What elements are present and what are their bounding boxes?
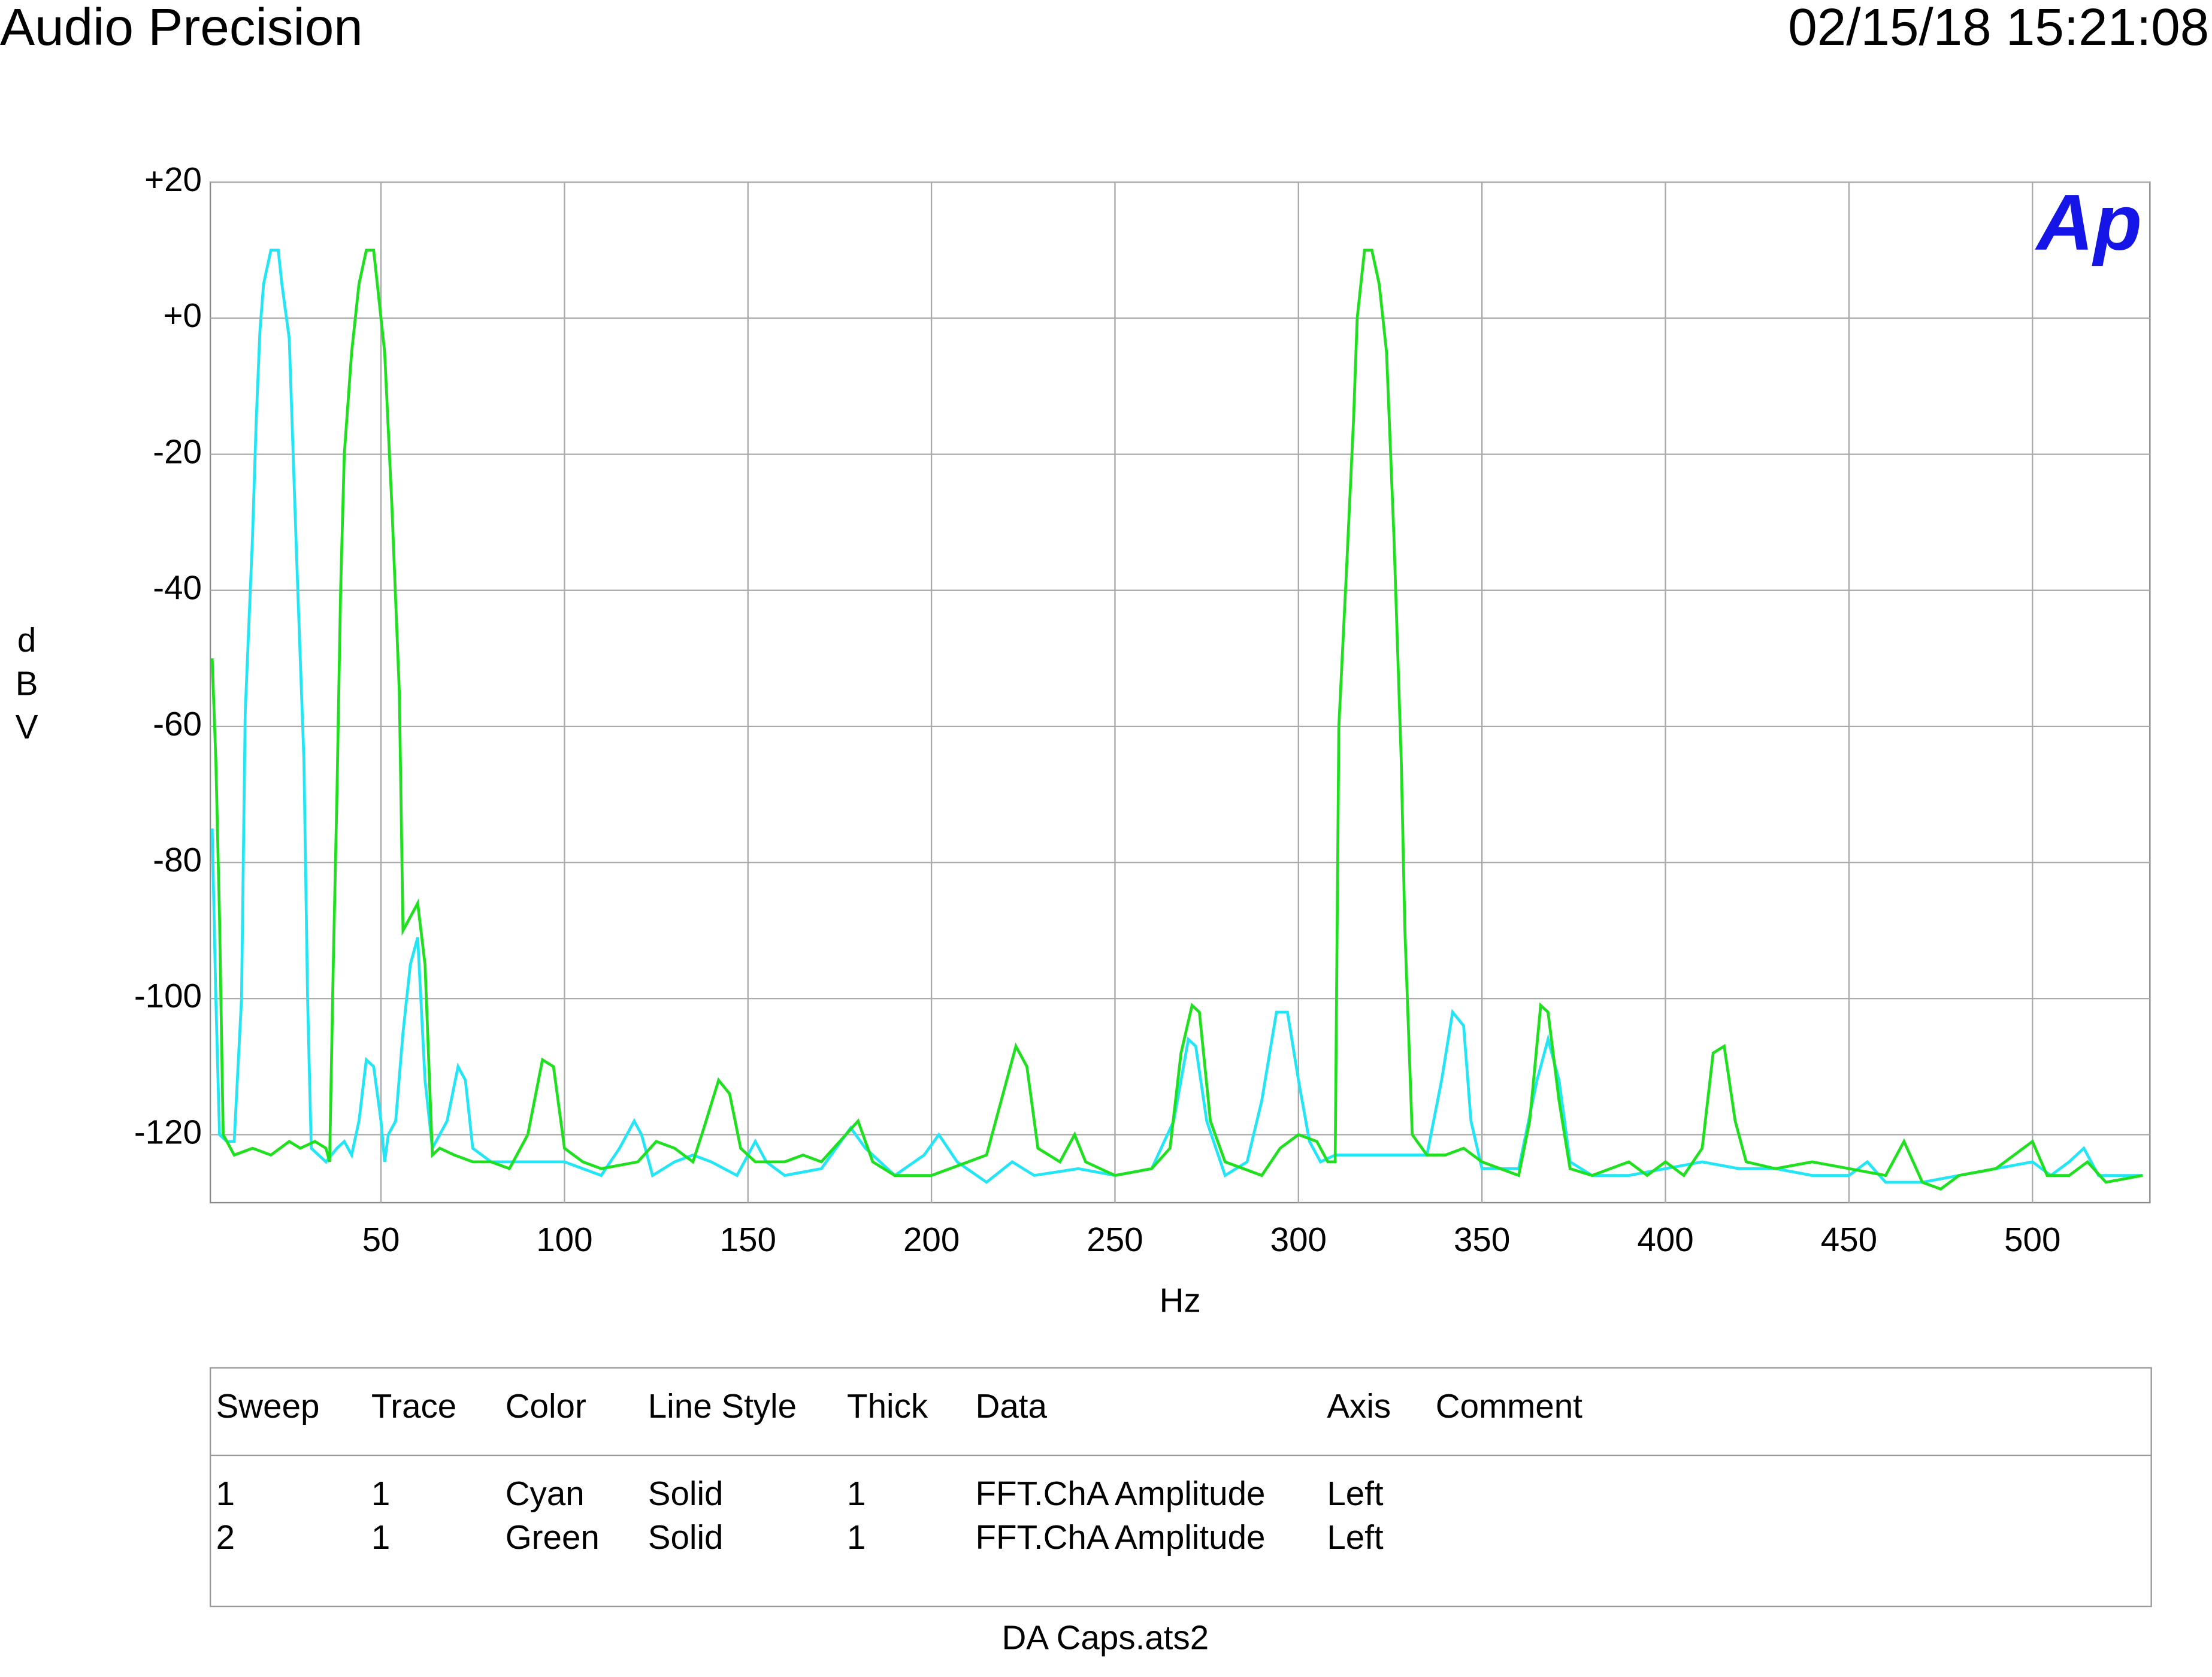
table-cell: FFT.ChA Amplitude bbox=[976, 1518, 1266, 1556]
table-cell: Left bbox=[1327, 1475, 1384, 1512]
x-tick-label: 450 bbox=[1821, 1221, 1877, 1258]
x-tick-label: 250 bbox=[1087, 1221, 1143, 1258]
x-tick-label: 300 bbox=[1270, 1221, 1327, 1258]
y-tick-label: -120 bbox=[134, 1113, 202, 1151]
x-tick-label: 150 bbox=[720, 1221, 776, 1258]
y-tick-label: +20 bbox=[144, 161, 202, 198]
y-tick-label: -80 bbox=[153, 841, 202, 879]
table-header: Line Style bbox=[648, 1387, 797, 1425]
x-axis-label: Hz bbox=[1160, 1281, 1201, 1319]
x-tick-label: 50 bbox=[362, 1221, 400, 1258]
plot-frame bbox=[209, 181, 2151, 1204]
y-tick-label: -100 bbox=[134, 977, 202, 1015]
table-cell: Green bbox=[506, 1518, 600, 1556]
x-tick-label: 100 bbox=[536, 1221, 592, 1258]
trace bbox=[210, 249, 2143, 1184]
logo: Ap bbox=[2035, 178, 2142, 267]
x-tick-label: 200 bbox=[903, 1221, 960, 1258]
table-cell: 1 bbox=[216, 1475, 235, 1512]
y-tick-label: -20 bbox=[153, 432, 202, 470]
table-header: Sweep bbox=[216, 1387, 320, 1425]
x-tick-label: 500 bbox=[2004, 1221, 2060, 1258]
table-cell: 1 bbox=[371, 1475, 390, 1512]
table-cell: 1 bbox=[847, 1475, 866, 1512]
header-title: Audio Precision bbox=[0, 0, 363, 56]
table-cell: 1 bbox=[371, 1518, 390, 1556]
y-tick-label: -40 bbox=[153, 569, 202, 607]
table-cell: FFT.ChA Amplitude bbox=[976, 1475, 1266, 1512]
table-header: Data bbox=[976, 1387, 1048, 1425]
table-header: Thick bbox=[847, 1387, 928, 1425]
table-header: Comment bbox=[1436, 1387, 1582, 1425]
table-cell: Solid bbox=[648, 1475, 724, 1512]
header-timestamp: 02/15/18 15:21:08 bbox=[1788, 0, 2209, 56]
table-cell: 1 bbox=[847, 1518, 866, 1556]
table-header: Color bbox=[506, 1387, 586, 1425]
x-tick-label: 350 bbox=[1454, 1221, 1510, 1258]
table-cell: 2 bbox=[216, 1518, 235, 1556]
y-axis-label: dBV bbox=[8, 621, 46, 751]
x-tick-label: 400 bbox=[1637, 1221, 1693, 1258]
trace bbox=[210, 249, 2143, 1191]
table-header: Trace bbox=[371, 1387, 456, 1425]
table-cell: Solid bbox=[648, 1518, 724, 1556]
table-cell: Left bbox=[1327, 1518, 1384, 1556]
legend-table bbox=[209, 1367, 2152, 1608]
footer: DA Caps.ats2 bbox=[1001, 1619, 1209, 1657]
table-cell: Cyan bbox=[506, 1475, 585, 1512]
table-header: Axis bbox=[1327, 1387, 1391, 1425]
y-tick-label: +0 bbox=[164, 296, 202, 334]
y-tick-label: -60 bbox=[153, 705, 202, 743]
